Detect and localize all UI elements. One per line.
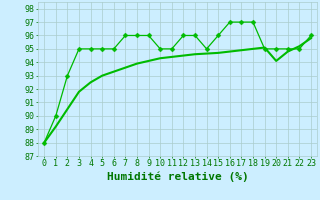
X-axis label: Humidité relative (%): Humidité relative (%) (107, 171, 248, 182)
